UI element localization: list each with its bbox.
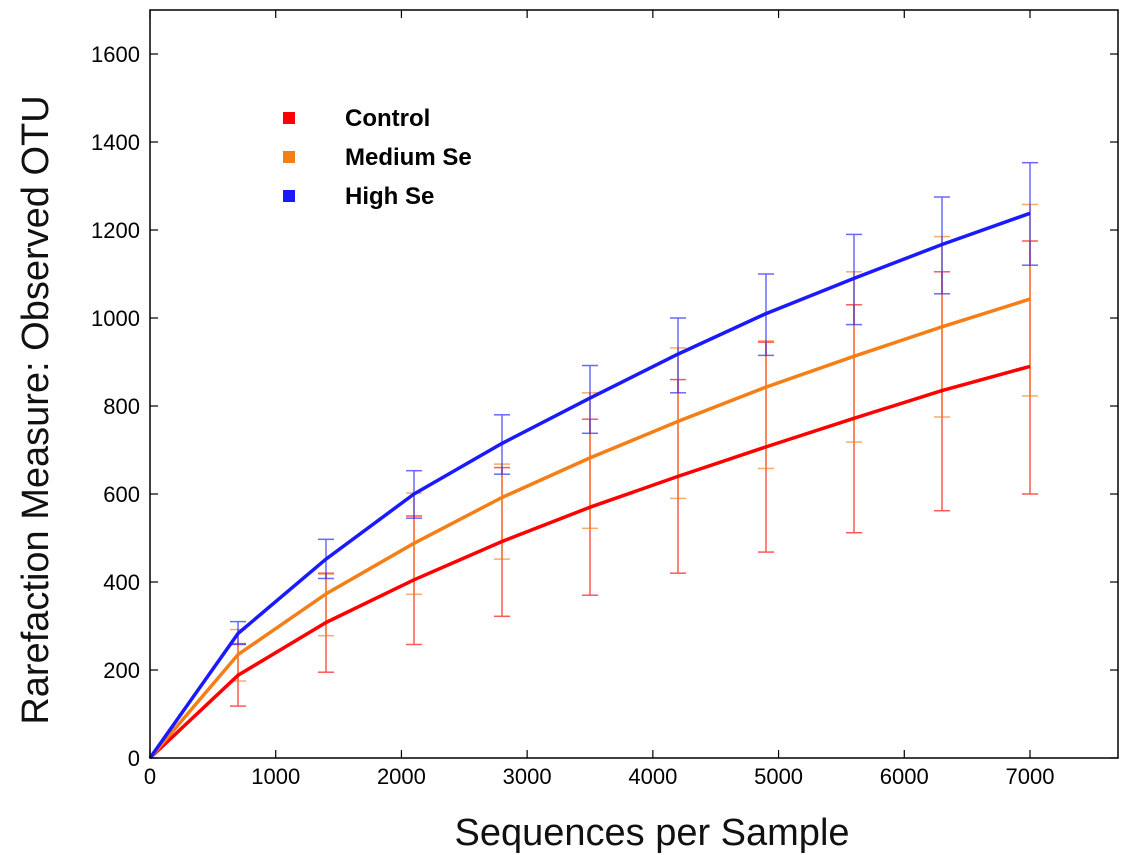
x-tick-label: 2000	[377, 764, 426, 789]
y-tick-label: 1000	[91, 306, 140, 331]
y-tick-label: 1600	[91, 42, 140, 67]
series-lines-layer	[148, 211, 1031, 760]
y-tick-label: 400	[103, 570, 140, 595]
y-tick-label: 200	[103, 658, 140, 683]
series-line	[148, 211, 1031, 760]
axis-ticks-layer: 0 1000 2000 3000 4000 5000 6000 7000 0 200 400 600 8…	[91, 10, 1118, 789]
x-tick-label: 7000	[1006, 764, 1055, 789]
legend-swatch	[283, 190, 295, 202]
plot-area-frame	[149, 9, 1119, 759]
y-tick-label: 1200	[91, 218, 140, 243]
legend-label: Medium Se	[345, 144, 472, 171]
y-axis-title: Rarefaction Measure: Observed OTU	[15, 95, 57, 724]
error-bars-layer	[230, 161, 1038, 707]
x-tick-label: 3000	[503, 764, 552, 789]
x-axis-title: Sequences per Sample	[454, 812, 849, 854]
x-tick-label: 4000	[628, 764, 677, 789]
series-line	[148, 364, 1031, 760]
legend-label: Control	[345, 105, 430, 132]
y-tick-label: 1400	[91, 130, 140, 155]
series-line	[148, 297, 1031, 760]
legend: Control Medium Se High Se	[283, 105, 472, 210]
y-tick-label: 800	[103, 394, 140, 419]
y-tick-label: 0	[128, 746, 140, 771]
legend-swatch	[283, 151, 295, 163]
x-tick-label: 1000	[251, 764, 300, 789]
x-tick-label: 5000	[754, 764, 803, 789]
x-tick-label: 0	[144, 764, 156, 789]
legend-swatch	[283, 112, 295, 124]
y-tick-label: 600	[103, 482, 140, 507]
x-tick-label: 6000	[880, 764, 929, 789]
legend-label: High Se	[345, 183, 434, 210]
